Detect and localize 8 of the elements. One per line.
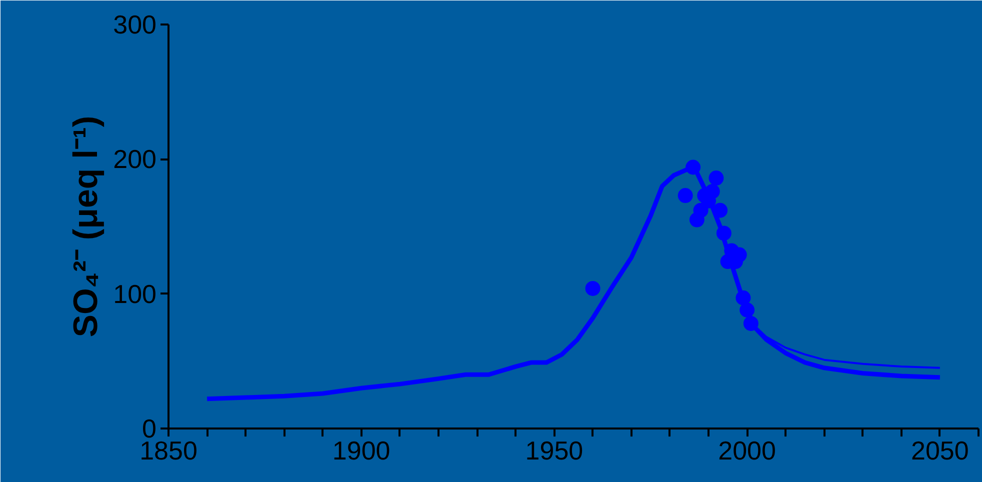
x-tick-label: 2000: [718, 436, 776, 466]
x-tick-label: 1950: [525, 436, 584, 466]
y-tick-label: 200: [113, 144, 157, 174]
y-axis-title: SO₄²⁻ (μeq l⁻¹): [67, 116, 106, 338]
x-tick-label: 1900: [332, 436, 390, 466]
y-tick-label: 100: [113, 278, 157, 309]
x-tick-label: 2050: [911, 436, 969, 466]
y-tick-label: 300: [113, 10, 157, 40]
